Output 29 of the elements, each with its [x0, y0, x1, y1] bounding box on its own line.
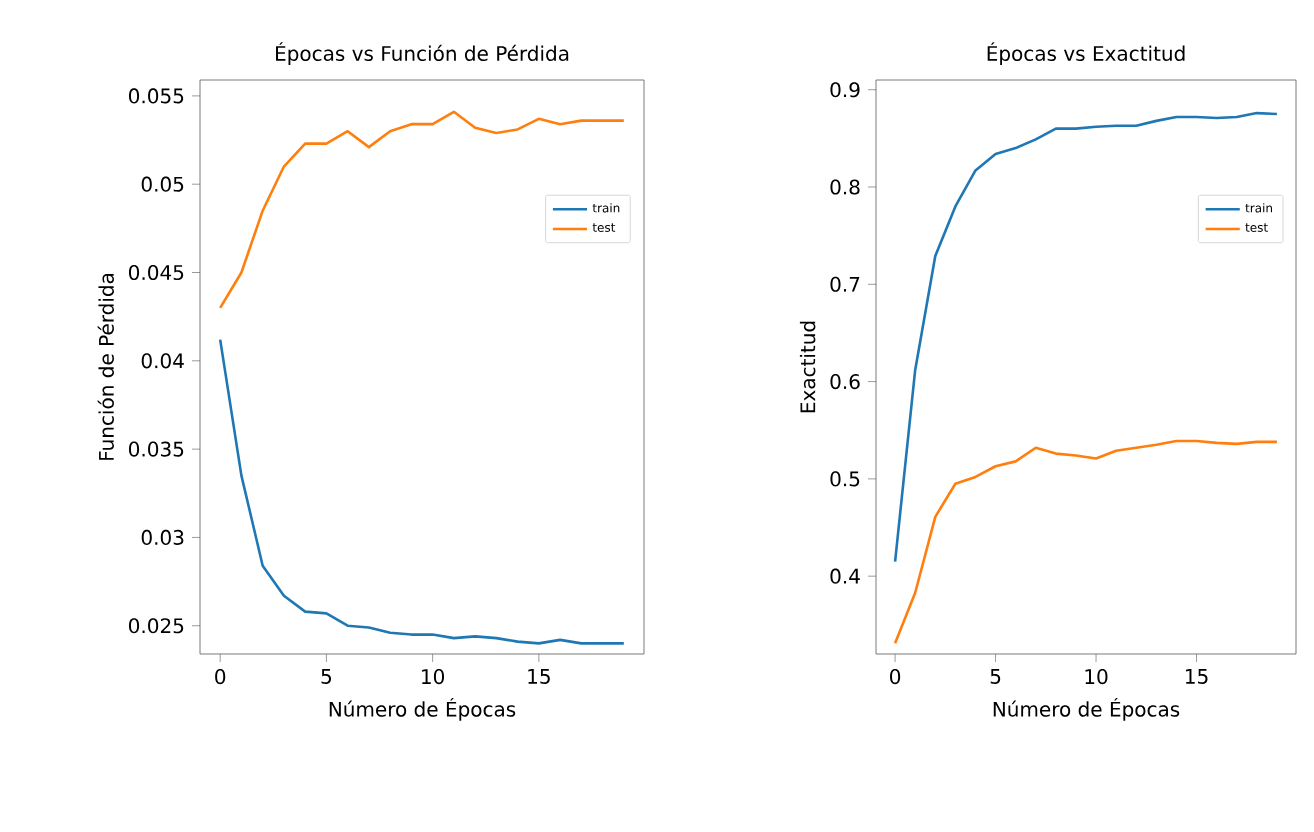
y-axis-title: Función de Pérdida — [97, 273, 114, 460]
x-tick-label: 0 — [215, 669, 226, 685]
x-tick-label: 5 — [321, 669, 332, 684]
chart-title: Épocas vs Exactitud — [987, 42, 1185, 65]
x-tick-label: 10 — [1085, 669, 1108, 685]
chart-title: Épocas vs Función de Pérdida — [276, 42, 569, 65]
y-tick-label: 0.045 — [129, 264, 184, 281]
y-tick-label: 0.04 — [141, 353, 184, 369]
x-axis-title: Número de Épocas — [329, 697, 516, 721]
x-tick-label: 0 — [890, 669, 901, 685]
x-tick-label: 10 — [422, 669, 445, 685]
y-tick-label: 0.035 — [129, 441, 184, 457]
y-tick-label: 0.03 — [141, 529, 184, 545]
y-tick-label: 0.8 — [830, 179, 860, 195]
y-tick-label: 0.055 — [129, 88, 184, 104]
y-tick-label: 0.6 — [830, 374, 860, 390]
y-tick-label: 0.7 — [830, 276, 860, 292]
y-tick-label: 0.05 — [141, 176, 184, 192]
x-axis-title: Número de Épocas — [993, 697, 1180, 721]
y-tick-label: 0.9 — [830, 82, 860, 98]
x-tick-label: 15 — [1186, 669, 1208, 684]
x-tick-label: 15 — [528, 669, 550, 684]
line-series — [893, 439, 1279, 645]
y-axis-title: Exactitud — [799, 321, 816, 413]
line-series — [893, 111, 1279, 563]
y-tick-label: 0.4 — [830, 568, 860, 584]
y-tick-label: 0.5 — [830, 471, 860, 487]
x-tick-label: 5 — [990, 669, 1001, 684]
y-tick-label: 0.025 — [129, 618, 184, 634]
